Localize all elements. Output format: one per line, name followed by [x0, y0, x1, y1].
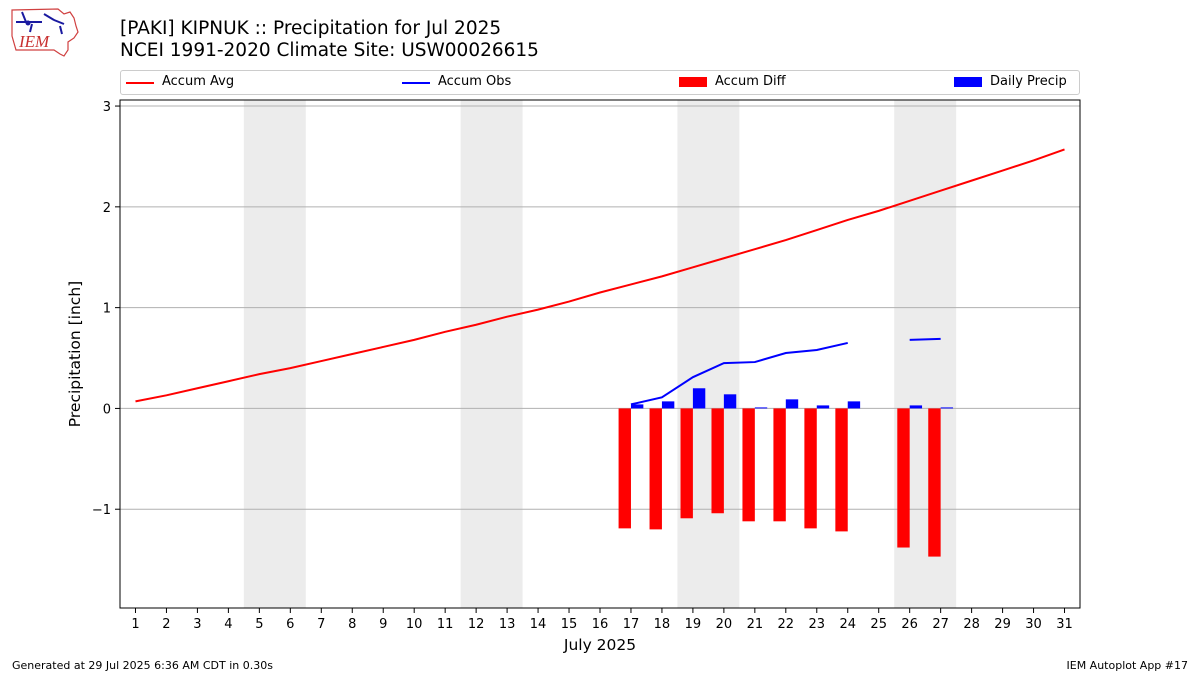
x-tick-label-25: 25 [870, 617, 887, 632]
chart-title: [PAKI] KIPNUK :: Precipitation for Jul 2… [120, 18, 502, 39]
bar-daily-precip-20 [723, 394, 737, 409]
x-tick-label-18: 18 [654, 617, 671, 632]
bar-accum-diff-19 [680, 408, 693, 519]
x-tick-label-30: 30 [1025, 617, 1042, 632]
x-tick-label-31: 31 [1056, 617, 1073, 632]
logo-text: IEM [18, 32, 50, 51]
bar-accum-diff-21 [742, 408, 755, 522]
x-tick-label-6: 6 [286, 617, 294, 632]
bar-daily-precip-23 [816, 405, 830, 409]
x-tick-label-1: 1 [131, 617, 139, 632]
x-tick-label-26: 26 [901, 617, 918, 632]
y-axis-label: Precipitation [inch] [66, 281, 84, 427]
x-tick-label-13: 13 [499, 617, 516, 632]
x-tick-label-24: 24 [839, 617, 856, 632]
x-tick-label-8: 8 [348, 617, 356, 632]
chart-subtitle: NCEI 1991-2020 Climate Site: USW00026615 [120, 40, 539, 61]
bar-accum-diff-24 [835, 408, 848, 532]
bar-accum-diff-27 [928, 408, 941, 557]
bar-accum-diff-26 [897, 408, 910, 548]
x-tick-label-22: 22 [778, 617, 795, 632]
bar-daily-precip-19 [692, 388, 706, 409]
bar-daily-precip-24 [847, 401, 861, 409]
x-tick-label-14: 14 [530, 617, 547, 632]
legend-swatch-accum-obs [402, 82, 430, 84]
line-accum-obs-1 [909, 337, 941, 341]
weekend-shade-1 [460, 100, 523, 608]
x-tick-label-23: 23 [809, 617, 826, 632]
y-tick-label--1: −1 [92, 503, 111, 518]
bar-accum-diff-20 [711, 408, 724, 514]
bar-daily-precip-27 [940, 407, 954, 409]
station-dot-icon [25, 20, 31, 26]
x-tick-label-5: 5 [255, 617, 263, 632]
legend-label-accum-avg: Accum Avg [162, 74, 235, 89]
iowa-outline-shape [11, 8, 79, 57]
x-tick-label-12: 12 [468, 617, 485, 632]
x-tick-label-28: 28 [963, 617, 980, 632]
footer-generated-text: Generated at 29 Jul 2025 6:36 AM CDT in … [12, 659, 273, 672]
legend-swatch-accum-avg [126, 82, 154, 84]
x-tick-label-21: 21 [747, 617, 764, 632]
x-tick-label-10: 10 [406, 617, 423, 632]
iem-logo: IEM [11, 8, 79, 57]
legend-swatch-daily-precip [954, 77, 982, 87]
bar-daily-precip-21 [754, 407, 768, 409]
bar-daily-precip-18 [661, 401, 675, 409]
x-tick-label-19: 19 [685, 617, 702, 632]
x-tick-label-3: 3 [193, 617, 201, 632]
bar-daily-precip-26 [909, 405, 923, 409]
weekend-shade-0 [243, 100, 306, 608]
x-tick-label-2: 2 [162, 617, 170, 632]
x-tick-label-20: 20 [716, 617, 733, 632]
x-tick-label-4: 4 [224, 617, 232, 632]
x-tick-label-29: 29 [994, 617, 1011, 632]
x-tick-label-27: 27 [932, 617, 949, 632]
x-tick-label-7: 7 [317, 617, 325, 632]
bar-accum-diff-17 [618, 408, 631, 529]
legend-label-daily-precip: Daily Precip [990, 74, 1067, 89]
y-tick-label-3: 3 [103, 100, 111, 115]
y-tick-label-0: 0 [103, 402, 111, 417]
bar-accum-diff-22 [773, 408, 786, 522]
x-tick-label-17: 17 [623, 617, 640, 632]
bar-daily-precip-22 [785, 399, 799, 409]
line-accum-avg-0 [135, 148, 1065, 403]
legend-label-accum-obs: Accum Obs [438, 74, 512, 89]
chart-legend: Accum Avg Accum Obs Accum Diff Daily Pre… [120, 70, 1080, 95]
y-tick-label-1: 1 [103, 302, 111, 317]
legend-swatch-accum-diff [679, 77, 707, 87]
legend-label-accum-diff: Accum Diff [715, 74, 786, 89]
x-tick-label-9: 9 [379, 617, 387, 632]
x-tick-label-16: 16 [592, 617, 609, 632]
y-tick-label-2: 2 [103, 201, 111, 216]
weekend-shade-2 [677, 100, 740, 608]
x-axis-label: July 2025 [563, 636, 636, 654]
x-tick-label-11: 11 [437, 617, 454, 632]
bar-accum-diff-23 [804, 408, 817, 529]
x-tick-label-15: 15 [561, 617, 578, 632]
bar-daily-precip-17 [630, 404, 644, 409]
bar-accum-diff-18 [649, 408, 662, 530]
line-accum-obs-0 [630, 341, 848, 406]
footer-app-text: IEM Autoplot App #17 [1066, 659, 1189, 672]
